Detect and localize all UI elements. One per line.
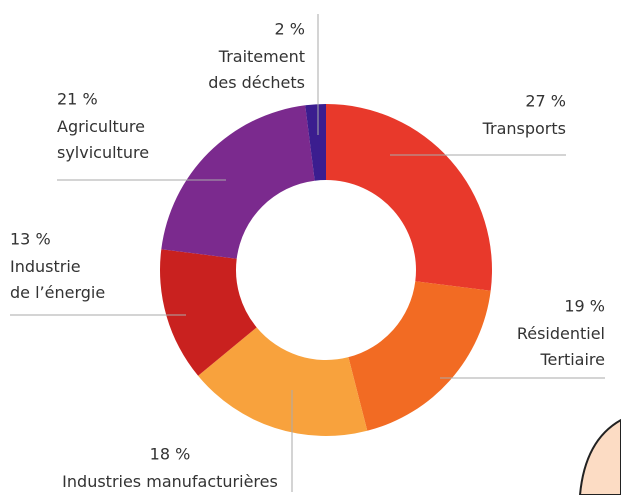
value-label: 19 % <box>564 297 605 316</box>
category-label: Industries manufacturières <box>62 472 278 491</box>
chart: 27 % Transports 19 % RésidentielTertiaire 18… <box>0 0 621 495</box>
slice <box>161 105 314 258</box>
value-label: 13 % <box>10 230 51 249</box>
slice <box>326 104 492 291</box>
value-label: 27 % <box>525 92 566 111</box>
decoration <box>580 420 621 495</box>
value-label: 21 % <box>57 90 98 109</box>
value-label: 2 % <box>275 20 305 39</box>
category-label: Transports <box>482 119 566 138</box>
slice <box>348 281 490 431</box>
value-label: 18 % <box>150 445 191 464</box>
